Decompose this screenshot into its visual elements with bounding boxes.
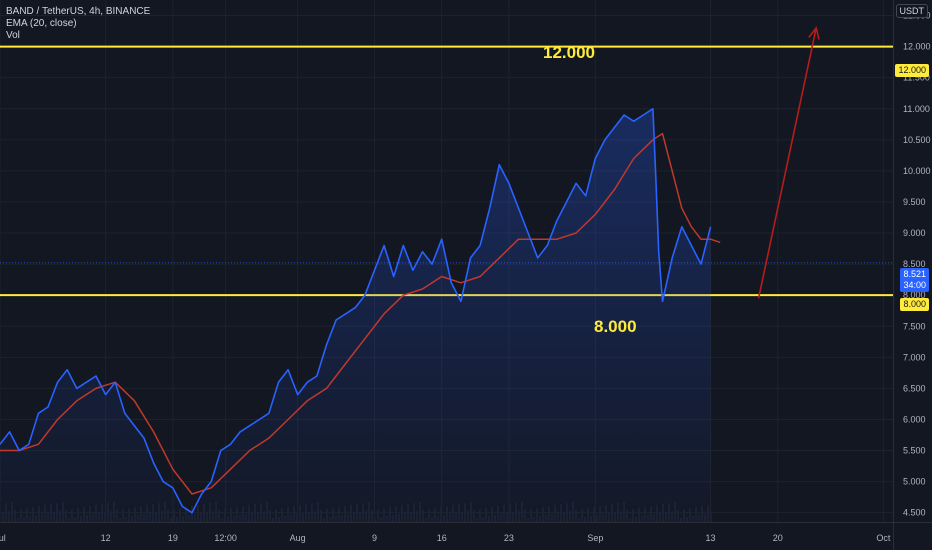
upper-level-annotation: 12.000: [543, 43, 595, 62]
lower-level-annotation: 8.000: [594, 317, 637, 336]
y-tick-label: 5.500: [903, 446, 926, 456]
y-tick-label: 9.000: [903, 228, 926, 238]
y-tick-label: 7.000: [903, 352, 926, 362]
y-tick-label: 6.000: [903, 414, 926, 424]
x-tick-label: 16: [437, 533, 447, 543]
projection-arrow-line[interactable]: [757, 27, 817, 299]
x-tick-label: 12: [101, 533, 111, 543]
volume-bar: [710, 513, 712, 522]
y-tick-label: 8.000: [903, 290, 926, 300]
y-tick-label: 11.500: [903, 73, 930, 83]
x-tick-label: Oct: [876, 533, 891, 543]
x-tick-label: Sep: [587, 533, 603, 543]
candle-countdown: 34:00: [903, 280, 926, 290]
volume-indicator-label[interactable]: Vol: [6, 30, 20, 41]
x-tick-label: 23: [504, 533, 514, 543]
currency-selector[interactable]: USDT: [895, 4, 928, 18]
y-tick-label: 8.500: [903, 259, 926, 269]
current-price-tag: 8.521 34:00: [900, 268, 929, 292]
x-tick-label: 13: [706, 533, 716, 543]
chart-legend: BAND / TetherUS, 4h, BINANCE EMA (20, cl…: [6, 6, 150, 42]
projection-arrow[interactable]: [757, 26, 820, 299]
x-tick-label: 19: [168, 533, 178, 543]
y-tick-label: 6.500: [903, 383, 926, 393]
y-tick-label: 4.500: [903, 508, 926, 518]
x-tick-label: 20: [773, 533, 783, 543]
symbol-title[interactable]: BAND / TetherUS, 4h, BINANCE: [6, 6, 151, 17]
lower-level-price-tag: 8.000: [900, 298, 929, 311]
price-area-fill: [0, 108, 711, 523]
ema-indicator-label[interactable]: EMA (20, close): [6, 18, 77, 29]
y-tick-label: 10.500: [903, 135, 931, 145]
x-tick-label: Jul: [0, 533, 6, 543]
series-lines[interactable]: [0, 108, 721, 514]
y-tick-label: 7.500: [903, 321, 926, 331]
current-price-value: 8.521: [903, 269, 926, 279]
y-tick-label: 9.500: [903, 197, 926, 207]
upper-level-price-tag: 12.000: [895, 64, 929, 77]
y-tick-label: 10.000: [903, 166, 931, 176]
y-tick-label: 11.000: [903, 104, 930, 114]
price-line[interactable]: [0, 108, 712, 514]
y-tick-label: 5.000: [903, 477, 926, 487]
y-tick-label: 12.000: [903, 42, 931, 52]
x-tick-label: 12:00: [214, 533, 237, 543]
price-area: [0, 108, 711, 523]
projection-arrow-head: [808, 26, 820, 40]
x-tick-label: Aug: [290, 533, 306, 543]
x-tick-label: 9: [372, 533, 377, 543]
